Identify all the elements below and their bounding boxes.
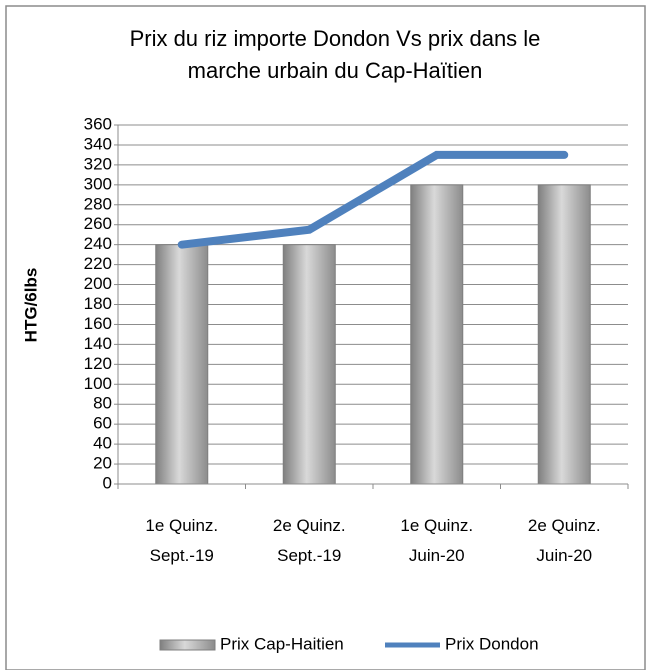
y-tick-label: 0 — [103, 473, 112, 492]
y-tick-label: 40 — [93, 434, 112, 453]
x-tick-label: 2e Quinz. Juin-20 — [528, 516, 601, 565]
y-tick-label: 160 — [84, 314, 112, 333]
line — [177, 150, 569, 249]
chart-title: Prix du riz importe Dondon Vs prix dans … — [130, 26, 541, 51]
x-tick-label: 1e Quinz. Sept.-19 — [145, 516, 218, 565]
y-tick-label: 100 — [84, 374, 112, 393]
y-tick-label: 180 — [84, 294, 112, 313]
bar — [155, 244, 209, 485]
legend-swatch — [159, 639, 216, 651]
bar — [537, 184, 591, 485]
y-tick-label: 240 — [84, 234, 112, 253]
y-tick-label: 280 — [84, 194, 112, 213]
x-tick-label: 2e Quinz. Sept.-19 — [273, 516, 346, 565]
x-tick-label: 1e Quinz. Juin-20 — [400, 516, 473, 565]
y-tick-label: 360 — [84, 114, 112, 133]
legend-label: Prix Dondon — [445, 634, 539, 653]
y-axis-label: HTG/6lbs — [21, 268, 40, 343]
y-tick-label: 220 — [84, 254, 112, 273]
bar — [282, 244, 336, 485]
y-tick-label: 20 — [93, 454, 112, 473]
chart-title: marche urbain du Cap-Haïtien — [188, 58, 483, 83]
y-tick-label: 340 — [84, 134, 112, 153]
y-tick-label: 200 — [84, 274, 112, 293]
bar — [410, 184, 464, 485]
y-tick-label: 300 — [84, 174, 112, 193]
y-tick-label: 140 — [84, 334, 112, 353]
y-tick-label: 260 — [84, 214, 112, 233]
y-tick-label: 120 — [84, 354, 112, 373]
y-tick-label: 80 — [93, 394, 112, 413]
y-tick-label: 320 — [84, 154, 112, 173]
legend-label: Prix Cap-Haitien — [220, 634, 344, 653]
y-tick-label: 60 — [93, 414, 112, 433]
